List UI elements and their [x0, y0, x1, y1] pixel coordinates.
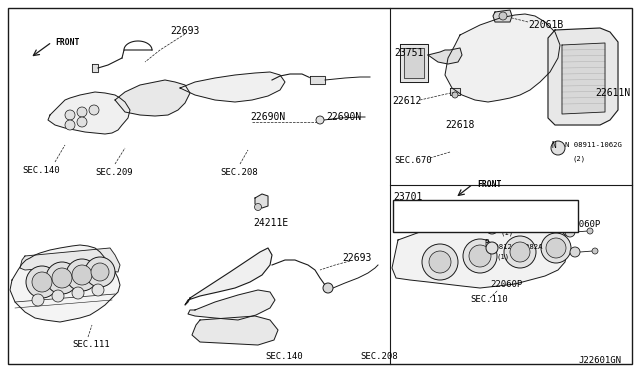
Polygon shape	[493, 10, 512, 22]
Text: SEC.209: SEC.209	[95, 168, 132, 177]
Text: FRONT: FRONT	[477, 180, 501, 189]
Text: SEC.208: SEC.208	[360, 352, 397, 361]
Text: SEC.140: SEC.140	[265, 352, 303, 361]
Circle shape	[77, 117, 87, 127]
Circle shape	[469, 245, 491, 267]
Circle shape	[52, 268, 72, 288]
Text: 22060P: 22060P	[568, 220, 600, 229]
Text: 22618: 22618	[445, 120, 474, 130]
Circle shape	[77, 107, 87, 117]
Text: SEC.111: SEC.111	[72, 340, 109, 349]
Text: 22693: 22693	[170, 26, 200, 36]
Circle shape	[546, 238, 566, 258]
Text: (1): (1)	[496, 254, 509, 260]
Text: SEC.140: SEC.140	[22, 166, 60, 175]
Polygon shape	[10, 245, 120, 322]
Circle shape	[452, 92, 458, 98]
Circle shape	[323, 283, 333, 293]
Circle shape	[89, 105, 99, 115]
Polygon shape	[192, 316, 278, 345]
Text: 23751: 23751	[394, 48, 424, 58]
Polygon shape	[48, 92, 130, 134]
Circle shape	[91, 263, 109, 281]
Circle shape	[46, 262, 78, 294]
Text: 22612: 22612	[392, 96, 421, 106]
Polygon shape	[562, 43, 605, 114]
Polygon shape	[404, 48, 424, 78]
Text: ATTENTION:: ATTENTION:	[397, 205, 447, 214]
Text: THIS ECU MUST BE PROGRAMMED DATA.: THIS ECU MUST BE PROGRAMMED DATA.	[397, 214, 550, 223]
Circle shape	[72, 265, 92, 285]
Circle shape	[316, 116, 324, 124]
Circle shape	[551, 141, 565, 155]
Circle shape	[592, 248, 598, 254]
Circle shape	[85, 257, 115, 287]
Text: 22611N: 22611N	[595, 88, 630, 98]
Polygon shape	[445, 14, 560, 102]
Polygon shape	[548, 28, 618, 125]
Text: 22690N: 22690N	[250, 112, 285, 122]
Polygon shape	[92, 64, 98, 72]
Circle shape	[32, 272, 52, 292]
Circle shape	[541, 233, 571, 263]
Circle shape	[422, 244, 458, 280]
Text: 22061B: 22061B	[528, 20, 563, 30]
Polygon shape	[392, 218, 568, 288]
Text: N: N	[552, 141, 556, 150]
Circle shape	[72, 287, 84, 299]
Text: 24211E: 24211E	[253, 218, 288, 228]
Circle shape	[486, 242, 498, 254]
Text: J22601GN: J22601GN	[578, 356, 621, 365]
Text: 22690N: 22690N	[326, 112, 361, 122]
Text: 08120-B282A: 08120-B282A	[494, 220, 547, 226]
Circle shape	[587, 228, 593, 234]
Polygon shape	[255, 194, 268, 208]
Circle shape	[499, 12, 507, 20]
Circle shape	[65, 110, 75, 120]
Text: B: B	[484, 240, 490, 248]
Polygon shape	[310, 76, 325, 84]
Text: 22693: 22693	[342, 253, 371, 263]
Circle shape	[26, 266, 58, 298]
Text: SEC.110: SEC.110	[470, 295, 508, 304]
Circle shape	[510, 242, 530, 262]
Text: SEC.670: SEC.670	[394, 156, 431, 165]
Polygon shape	[450, 88, 460, 95]
Circle shape	[565, 227, 575, 237]
Circle shape	[32, 294, 44, 306]
Text: SEC.208: SEC.208	[220, 168, 258, 177]
Bar	[393, 200, 578, 232]
Text: (2): (2)	[572, 155, 585, 161]
Circle shape	[504, 236, 536, 268]
Circle shape	[92, 284, 104, 296]
Polygon shape	[188, 290, 275, 320]
Circle shape	[570, 247, 580, 257]
Circle shape	[486, 222, 498, 234]
Circle shape	[52, 290, 64, 302]
Circle shape	[65, 120, 75, 130]
Polygon shape	[115, 80, 190, 116]
Text: FRONT: FRONT	[55, 38, 79, 47]
Polygon shape	[185, 248, 272, 305]
Circle shape	[463, 239, 497, 273]
Text: 08120-B282A: 08120-B282A	[490, 244, 543, 250]
Circle shape	[66, 259, 98, 291]
Text: 23701: 23701	[393, 192, 422, 202]
Polygon shape	[400, 44, 428, 82]
Polygon shape	[428, 48, 462, 64]
Text: B: B	[484, 219, 490, 228]
Circle shape	[429, 251, 451, 273]
Circle shape	[255, 203, 262, 211]
Text: 22060P: 22060P	[490, 280, 522, 289]
Text: (1): (1)	[500, 230, 513, 237]
Polygon shape	[180, 72, 285, 102]
Polygon shape	[20, 248, 120, 272]
Text: N 08911-1062G: N 08911-1062G	[565, 142, 622, 148]
